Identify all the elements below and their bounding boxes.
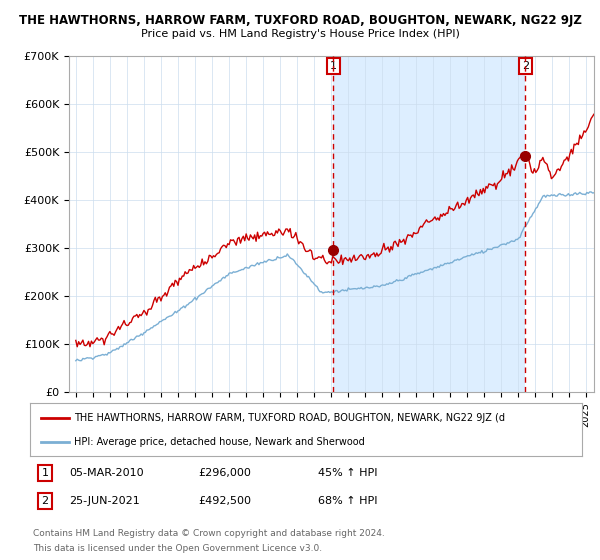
Text: £296,000: £296,000 bbox=[198, 468, 251, 478]
Text: Price paid vs. HM Land Registry's House Price Index (HPI): Price paid vs. HM Land Registry's House … bbox=[140, 29, 460, 39]
Text: £492,500: £492,500 bbox=[198, 496, 251, 506]
Text: HPI: Average price, detached house, Newark and Sherwood: HPI: Average price, detached house, Newa… bbox=[74, 436, 365, 446]
Text: Contains HM Land Registry data © Crown copyright and database right 2024.: Contains HM Land Registry data © Crown c… bbox=[33, 529, 385, 538]
Text: 1: 1 bbox=[41, 468, 49, 478]
Text: THE HAWTHORNS, HARROW FARM, TUXFORD ROAD, BOUGHTON, NEWARK, NG22 9JZ (d: THE HAWTHORNS, HARROW FARM, TUXFORD ROAD… bbox=[74, 413, 505, 423]
Text: This data is licensed under the Open Government Licence v3.0.: This data is licensed under the Open Gov… bbox=[33, 544, 322, 553]
Text: 68% ↑ HPI: 68% ↑ HPI bbox=[318, 496, 377, 506]
Text: THE HAWTHORNS, HARROW FARM, TUXFORD ROAD, BOUGHTON, NEWARK, NG22 9JZ: THE HAWTHORNS, HARROW FARM, TUXFORD ROAD… bbox=[19, 14, 581, 27]
Text: 2: 2 bbox=[41, 496, 49, 506]
Bar bbox=[334, 56, 526, 392]
Text: 1: 1 bbox=[330, 61, 337, 71]
Text: 25-JUN-2021: 25-JUN-2021 bbox=[69, 496, 140, 506]
Text: 2: 2 bbox=[522, 61, 529, 71]
Text: 45% ↑ HPI: 45% ↑ HPI bbox=[318, 468, 377, 478]
Text: 05-MAR-2010: 05-MAR-2010 bbox=[69, 468, 143, 478]
